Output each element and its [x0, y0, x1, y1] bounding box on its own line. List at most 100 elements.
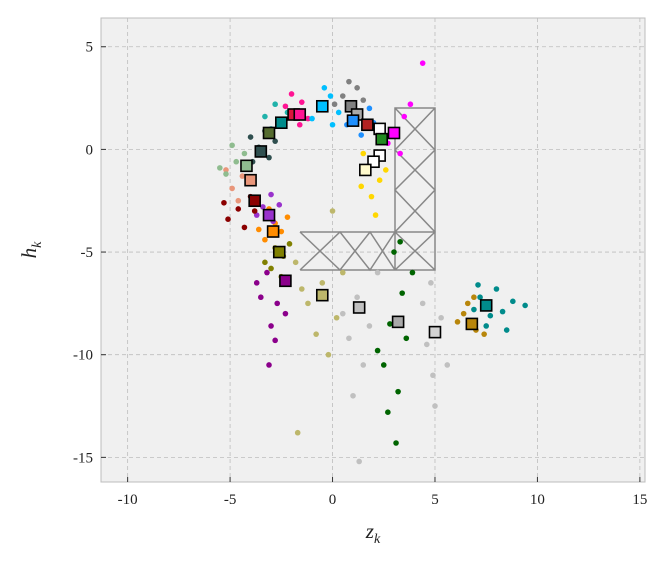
point — [356, 458, 362, 465]
point — [266, 362, 272, 368]
x-tick-label: 5 — [431, 492, 439, 508]
point — [393, 440, 399, 446]
y-tick-label: -15 — [73, 450, 93, 466]
point — [471, 294, 477, 301]
point — [241, 224, 248, 231]
point — [475, 282, 481, 288]
point — [368, 193, 375, 200]
point — [255, 226, 262, 233]
centroid — [254, 145, 268, 158]
point — [335, 109, 342, 116]
point — [391, 249, 397, 255]
point — [331, 101, 338, 108]
point — [268, 191, 274, 198]
point — [385, 409, 391, 415]
point — [358, 132, 365, 138]
point — [253, 280, 260, 286]
point — [266, 154, 272, 161]
point — [358, 183, 365, 190]
point — [350, 392, 356, 399]
centroid — [361, 118, 374, 132]
point — [319, 280, 326, 286]
centroid — [367, 155, 380, 169]
point — [374, 347, 381, 354]
point — [360, 150, 367, 157]
point — [268, 265, 274, 272]
point — [395, 388, 401, 395]
point — [305, 115, 311, 122]
point — [499, 308, 506, 315]
point — [460, 310, 467, 317]
point — [298, 286, 305, 292]
x-tick-label: -10 — [118, 492, 138, 508]
point — [239, 173, 246, 179]
point — [278, 228, 285, 235]
y-tick-label: 0 — [86, 142, 94, 158]
point — [221, 199, 227, 206]
centroid — [315, 288, 329, 302]
point — [292, 259, 299, 266]
point — [407, 101, 414, 108]
point — [419, 300, 426, 307]
point — [374, 269, 381, 276]
centroid — [293, 108, 307, 121]
point — [477, 294, 483, 301]
centroid — [359, 163, 372, 177]
point — [346, 335, 352, 342]
centroid — [352, 301, 366, 314]
point — [313, 331, 319, 337]
point — [339, 93, 346, 99]
point — [387, 321, 393, 327]
point — [268, 323, 274, 329]
point — [272, 138, 278, 144]
y-tick-label: 5 — [86, 40, 94, 56]
point — [225, 216, 231, 223]
point — [329, 121, 336, 128]
point — [229, 142, 235, 149]
point — [366, 323, 373, 329]
point — [354, 294, 360, 301]
point — [339, 269, 346, 276]
point — [309, 115, 315, 122]
point — [423, 341, 430, 348]
point — [329, 208, 336, 214]
point — [471, 306, 477, 313]
point — [399, 290, 405, 296]
x-label-sub: k — [374, 532, 381, 547]
centroid — [266, 225, 280, 238]
point — [354, 85, 360, 91]
point — [438, 314, 444, 321]
centroid — [479, 299, 493, 312]
point — [286, 241, 293, 247]
centroid — [240, 159, 253, 173]
point — [397, 150, 403, 157]
region-outline — [299, 107, 437, 272]
centroid — [346, 114, 360, 127]
point — [235, 206, 242, 212]
point — [264, 269, 270, 276]
point — [305, 300, 311, 307]
centroid — [275, 116, 288, 130]
point — [380, 362, 387, 368]
point — [321, 85, 328, 91]
point — [376, 177, 383, 183]
centroid — [315, 99, 329, 113]
point — [294, 429, 301, 436]
centroid — [244, 173, 257, 187]
centroid — [465, 317, 479, 331]
point — [522, 302, 528, 309]
point — [487, 312, 494, 319]
point — [235, 197, 242, 204]
point — [481, 331, 487, 337]
point — [262, 236, 268, 243]
centroid — [262, 126, 276, 140]
centroid — [373, 122, 386, 136]
point — [346, 78, 352, 85]
point — [217, 165, 223, 171]
point — [428, 280, 434, 286]
point — [258, 294, 264, 301]
point — [444, 362, 451, 368]
point — [339, 310, 346, 317]
point — [419, 60, 426, 66]
centroid — [387, 126, 401, 140]
